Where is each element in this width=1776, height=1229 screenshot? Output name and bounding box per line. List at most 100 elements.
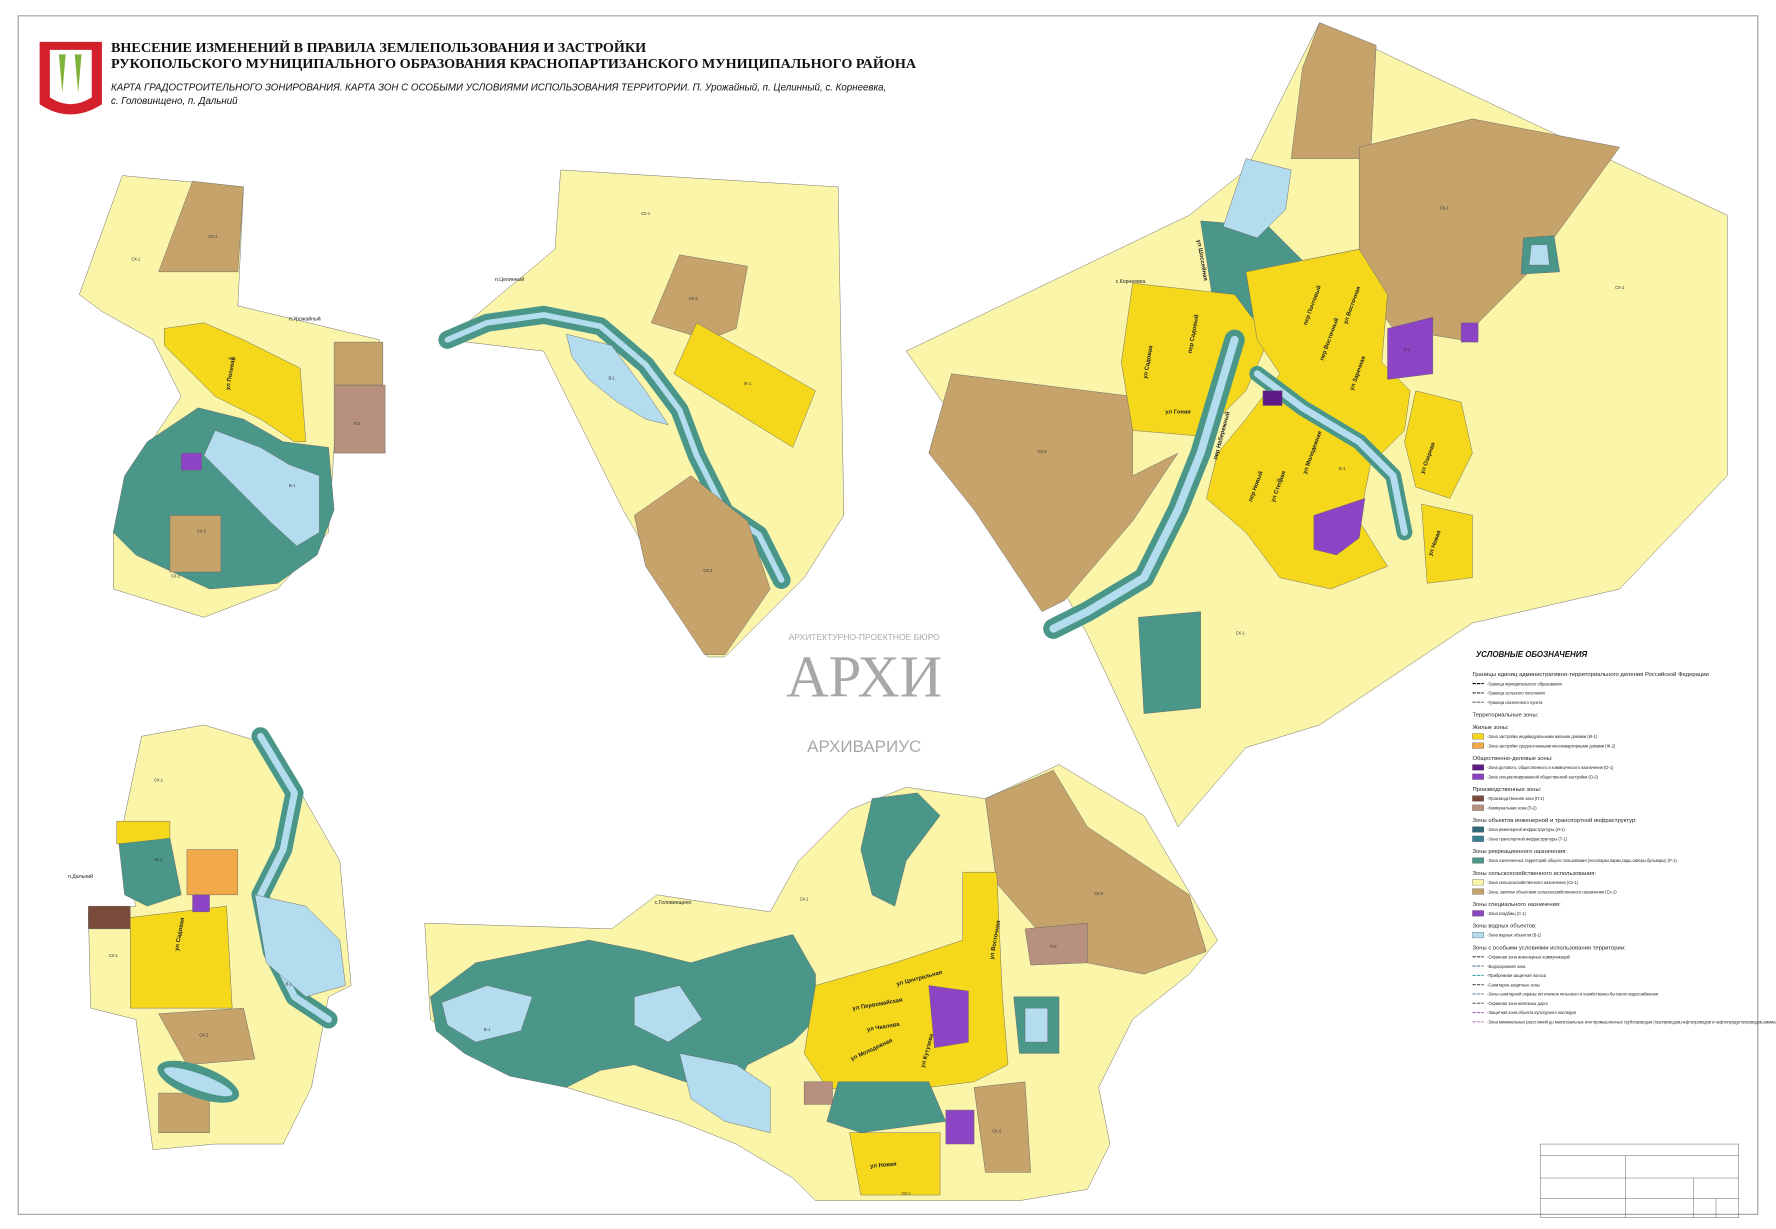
- zone-area: [928, 985, 969, 1049]
- legend-item: -Зона водных объектов (В-1): [1487, 933, 1542, 938]
- legend-heading: Границы единиц административно-территори…: [1472, 671, 1708, 678]
- zone-label: О-1: [1403, 347, 1411, 352]
- zone-label: СХ-2: [208, 234, 218, 239]
- watermark: АРХИТЕКТУРНО-ПРОЕКТНОЕ БЮРО АРХИ АРХИВАР…: [786, 632, 942, 756]
- legend-item: -Зона делового, общественного и коммерче…: [1487, 765, 1614, 770]
- legend-heading: Зоны с особыми условиями использования т…: [1472, 945, 1626, 951]
- watermark-bottom: АРХИВАРИУС: [807, 737, 921, 756]
- zone-label: П-2: [354, 421, 361, 426]
- zone-label: В-1: [608, 375, 615, 380]
- zone-area: [1121, 282, 1269, 437]
- zone-area: [333, 384, 386, 454]
- lake: [164, 1067, 233, 1097]
- zone-label: СХ-2: [197, 528, 207, 533]
- legend-item: -Зона кладбищ (С-1): [1487, 911, 1526, 916]
- zone-area: [634, 985, 703, 1043]
- zone-label: СХ-1: [641, 211, 651, 216]
- legend-swatch: [1472, 888, 1484, 895]
- zone-area: [679, 1053, 771, 1134]
- settlement-name: с.Головинщено: [655, 900, 692, 906]
- zone-area: [164, 322, 307, 442]
- zone-area: [634, 475, 771, 655]
- zone-label: В-1: [1339, 466, 1346, 471]
- frame: [17, 15, 1759, 1215]
- legend-heading: Зоны специального назначения:: [1472, 902, 1561, 908]
- zone-area: [928, 373, 1179, 612]
- zone-label: В-1: [289, 483, 296, 488]
- legend-item: -Зона застройки индивидуальными жилыми д…: [1487, 734, 1598, 739]
- zone-label: СХ-1: [1440, 206, 1450, 211]
- zone-area: [158, 1007, 256, 1065]
- river: [1253, 370, 1408, 536]
- zone-label: П-2: [1050, 944, 1057, 949]
- legend-item: -Санитарно-защитные зоны: [1487, 982, 1540, 987]
- zone-area: [803, 1081, 833, 1105]
- legend-item: -Зона специализированной общественной за…: [1487, 774, 1598, 779]
- legend-heading: Зоны сельскохозяйственного использования…: [1472, 870, 1596, 877]
- legend-item: -Охранная зона инженерных коммуникаций: [1487, 955, 1570, 960]
- settlement-name: п.Урожайный: [289, 316, 321, 323]
- zone-area: [203, 430, 320, 547]
- zone-area: [1404, 390, 1473, 499]
- legend-item: -Зона сельскохозяйственного назначения (…: [1487, 880, 1579, 885]
- legend-title: УСЛОВНЫЕ ОБОЗНАЧЕНИЯ: [1476, 650, 1588, 659]
- legend-heading: Производственные зоны:: [1472, 787, 1541, 793]
- zone-area: [650, 254, 748, 341]
- zone-area: [1387, 316, 1434, 380]
- zone-label: СХ-2: [689, 296, 699, 301]
- zone-label: Ж-1: [229, 356, 237, 361]
- legend: УСЛОВНЫЕ ОБОЗНАЧЕНИЯ Границы единиц адми…: [1472, 650, 1776, 1025]
- legend-heading: Зоны рекреационного назначения:: [1472, 849, 1567, 855]
- legend-heading: Зоны объектов инженерной и транспортной …: [1472, 817, 1637, 824]
- zone-label: СХ-1: [154, 778, 164, 783]
- subtitle-line: с. Головинщено, п. Дальний: [111, 96, 238, 107]
- settlement-name: п.Дальний: [68, 873, 93, 880]
- zone-label: СХ-1: [800, 897, 810, 902]
- legend-item: -Зона транспортной инфраструктуры (Т-1): [1487, 836, 1568, 841]
- zone-label: В-1: [286, 981, 293, 986]
- zone-label: СХ-2: [1094, 891, 1104, 896]
- stamp-frame: [1540, 1143, 1739, 1218]
- river: [1049, 335, 1239, 633]
- zone-area: [1421, 503, 1473, 584]
- legend-heading: Общественно-деловые зоны:: [1472, 756, 1552, 762]
- legend-heading: Жилые зоны:: [1472, 725, 1509, 731]
- legend-item: -Зоны санитарной охраны источников питье…: [1487, 992, 1658, 997]
- zone-area: [1024, 1007, 1048, 1043]
- street-label: ул Садовая: [1143, 345, 1155, 380]
- legend-swatch: [1472, 910, 1484, 917]
- watermark-main: АРХИ: [786, 645, 942, 710]
- subtitle-line: КАРТА ГРАДОСТРОИТЕЛЬНОГО ЗОНИРОВАНИЯ. КА…: [111, 83, 886, 94]
- zone-label: СХ-1: [1615, 285, 1625, 290]
- zone-area: [826, 1081, 947, 1133]
- street-label: ул Чкалова: [867, 1022, 901, 1034]
- zone-area: [1290, 22, 1377, 159]
- legend-swatch: [1472, 826, 1484, 833]
- legend-swatch: [1472, 773, 1484, 780]
- legend-swatch: [1472, 835, 1484, 842]
- zone-area: [566, 333, 669, 426]
- zone-label: СХ-1: [171, 574, 181, 579]
- legend-item: -Граница сельского поселения: [1487, 691, 1545, 696]
- zone-label: В-1: [484, 1027, 491, 1032]
- coat-of-arms: [39, 41, 102, 115]
- zone-label: СХ-2: [199, 1032, 209, 1037]
- legend-swatch: [1472, 764, 1484, 771]
- legend-swatch: [1472, 795, 1484, 802]
- zone-label: Ж-1: [155, 857, 163, 862]
- legend-item: -Граница населенного пункта: [1487, 700, 1543, 705]
- legend-item: -Охранная зона железных дорог: [1487, 1001, 1549, 1006]
- zone-area: [1138, 611, 1201, 714]
- legend-item: -Производственная зона (П-1): [1487, 796, 1545, 801]
- zone-label: СХ-1: [902, 1191, 912, 1196]
- zone-area: [1528, 244, 1550, 266]
- legend-swatch: [1472, 804, 1484, 811]
- zone-label: Ж-1: [744, 381, 752, 386]
- street-label: ул Садовая: [174, 917, 186, 952]
- zone-area: [441, 985, 533, 1043]
- logo-wheat: [58, 54, 82, 93]
- zone-area: [1313, 498, 1366, 556]
- legend-item: -Зона озелененных территорий общего поль…: [1487, 858, 1677, 863]
- zone-area: [860, 792, 941, 907]
- legend-item: -Зона, занятая объектами сельскохозяйств…: [1487, 889, 1617, 894]
